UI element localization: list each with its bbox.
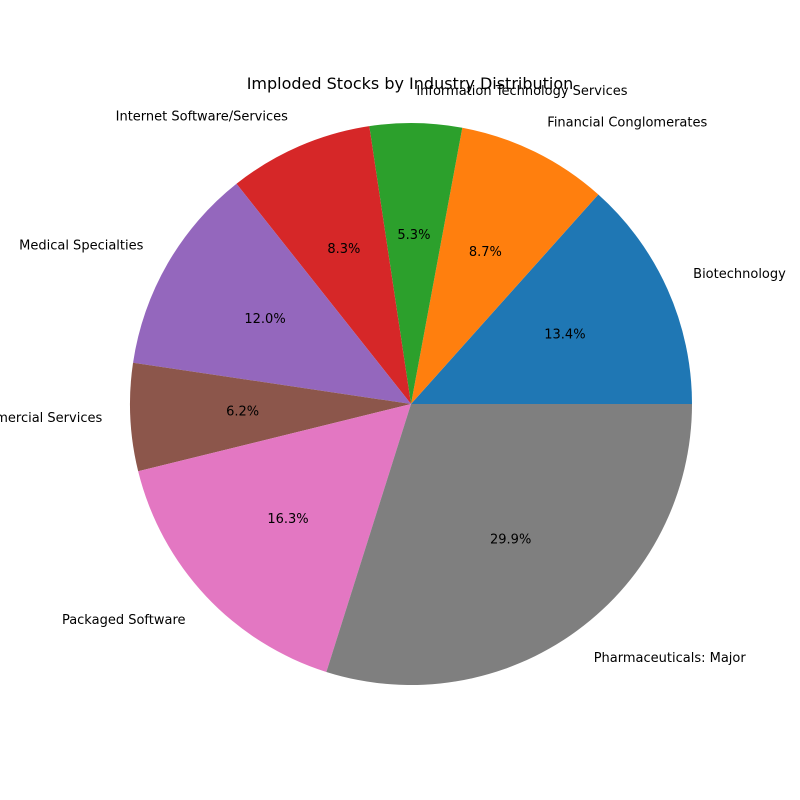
pie-slice-financial-conglomerates [411,127,599,404]
pie-slice-miscellaneous-commercial-services [129,362,411,472]
pct-label-miscellaneous-commercial-services: 6.2% [226,404,259,419]
slice-label-packaged-software: Packaged Software [62,613,186,628]
slice-label-information-technology-services: Information Technology Services [416,84,627,99]
chart-title: Imploded Stocks by Industry Distribution [247,74,574,93]
pie-slice-internet-software-services [236,126,411,404]
pie-labels: Biotechnology 13.4% Financial Conglomerate… [0,84,786,666]
slice-label-miscellaneous-commercial-services: Miscellaneous Commercial Services [0,411,102,426]
pie-slices [129,123,692,685]
slice-label-internet-software-services: Internet Software/Services [116,109,288,124]
pct-label-packaged-software: 16.3% [267,512,308,527]
slice-label-pharmaceuticals-major: Pharmaceuticals: Major [594,651,747,666]
pct-label-information-technology-services: 5.3% [397,228,430,243]
pct-label-medical-specialties: 12.0% [244,312,285,327]
pie-slice-biotechnology [411,194,692,404]
slice-label-medical-specialties: Medical Specialties [19,238,143,253]
pie-slice-information-technology-services [369,123,463,405]
pie-slice-medical-specialties [133,183,411,404]
pct-label-pharmaceuticals-major: 29.9% [490,532,531,547]
pie-slice-packaged-software [138,404,411,672]
slice-label-biotechnology: Biotechnology [693,267,786,282]
pie-slice-pharmaceuticals-major [326,404,692,685]
pct-label-biotechnology: 13.4% [544,328,585,343]
slice-label-financial-conglomerates: Financial Conglomerates [547,116,707,131]
pct-label-internet-software-services: 8.3% [327,242,360,257]
pct-label-financial-conglomerates: 8.7% [469,245,502,260]
